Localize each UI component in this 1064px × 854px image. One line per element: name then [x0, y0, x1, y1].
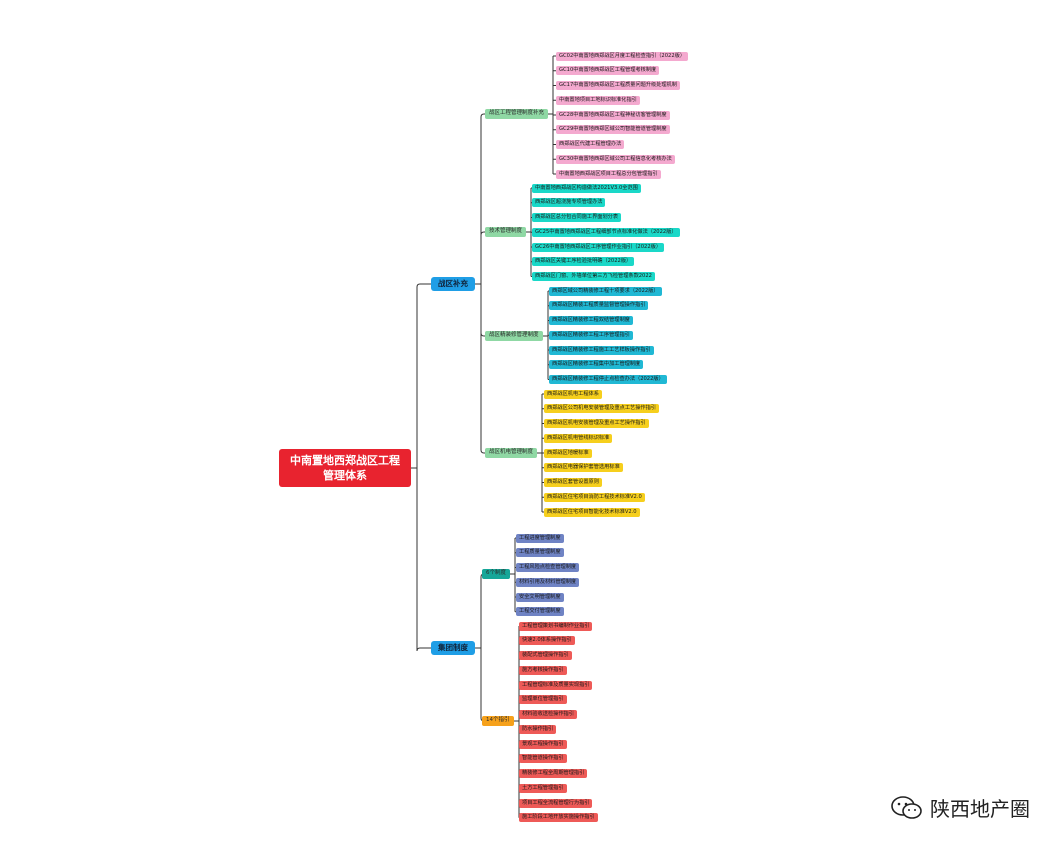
leaf-item[interactable]: 西郑战区精装修工程停止点检查办法（2022版）	[549, 375, 667, 384]
leaf-item[interactable]: 西郑战区门窗、外墙单位第三方飞检管理条款2022	[532, 272, 655, 281]
wechat-icon	[891, 795, 922, 819]
leaf-item[interactable]: 工程管理策划书编制作业指引	[519, 621, 593, 631]
leaf-item[interactable]: 土方工程管理指引	[519, 783, 567, 793]
leaf-item[interactable]: 西郑战区精装修工程集中加工管理制度	[549, 360, 644, 370]
leaf-item[interactable]: 西郑战区地暖标准	[544, 448, 592, 458]
leaf-item[interactable]: 施工阶段工地开放实施操作指引	[519, 813, 598, 823]
leaf-item[interactable]: 西郑战区电器保护套管选用标准	[544, 463, 623, 473]
leaf-item[interactable]: 工程质量管理制度	[516, 548, 564, 558]
leaf-item[interactable]: 西郑战区关键工序检验批明确（2022版）	[532, 257, 635, 267]
leaf-item[interactable]: 工程进度管理制度	[516, 533, 564, 543]
leaf-item[interactable]: 项目工程全流程管理行为指引	[519, 798, 593, 808]
leaf-item[interactable]: GC30中南置地西郑区域公司工程信息化考核办法	[556, 154, 675, 164]
leaf-item[interactable]: 西郑战区代建工程管理办法	[556, 140, 625, 149]
leaf-item[interactable]: 景观工程操作指引	[519, 739, 567, 749]
leaf-item[interactable]: 中南置地西郑战区项目工程总分包管理指引	[556, 169, 661, 179]
leaf-item[interactable]: 西郑战区精装工程质量监督管理操作指引	[549, 301, 649, 311]
group-1-2[interactable]: 技术管理制度	[485, 227, 527, 237]
leaf-item[interactable]: 西郑战区超浇施专项管理办法	[532, 198, 606, 208]
group-1-1[interactable]: 战区工程管理制度补充	[485, 109, 549, 119]
leaf-item[interactable]: 材料验收送检操作指引	[519, 710, 577, 719]
leaf-item[interactable]: 工程管理标准及质量实现指引	[519, 680, 593, 690]
leaf-item[interactable]: GC26中南置地西郑战区工序管理作业指引（2022版）	[532, 242, 665, 252]
leaf-item[interactable]: 中南置地西郑战区构造做法2021V3.0全范围	[532, 183, 641, 193]
leaf-item[interactable]: 监理单位管理指引	[519, 695, 567, 705]
leaf-item[interactable]: GC25中南置地西郑战区工程细部节点标准化做法（2022版）	[532, 227, 680, 237]
leaf-item[interactable]: 西郑战区套管设置原则	[544, 478, 602, 487]
leaf-item[interactable]: 西郑战区机电工程体系	[544, 389, 602, 399]
leaf-item[interactable]: 精装修工程全周期管理指引	[519, 769, 588, 778]
group-1-4[interactable]: 战区机电管理制度	[485, 448, 538, 458]
leaf-item[interactable]: 安全文明管理制度	[516, 592, 564, 602]
group-2-2[interactable]: 14个指引	[482, 716, 514, 726]
leaf-item[interactable]: 西郑区域公司精装修工程十项要求（2022版）	[549, 286, 662, 296]
leaf-item[interactable]: GC17中南置地西郑战区工程质量问题升级处理机制	[556, 81, 680, 90]
leaf-item[interactable]: 智能管道操作指引	[519, 754, 567, 764]
watermark-text: 陕西地产圈	[930, 797, 1030, 821]
branch-2[interactable]: 集团制度	[431, 641, 475, 655]
leaf-item[interactable]: GC28中南置地西郑战区工程神秘访客管理制度	[556, 110, 670, 120]
leaf-item[interactable]: 装配式管理操作指引	[519, 651, 572, 660]
group-2-1[interactable]: 6个制度	[482, 569, 510, 579]
root-title-line1: 中南置地西郑战区工程	[290, 454, 400, 467]
leaf-item[interactable]: 西郑战区精装修工程双结管理制度	[549, 316, 633, 325]
leaf-item[interactable]: 工程交付管理制度	[516, 607, 564, 617]
leaf-item[interactable]: 快速2.0体系操作指引	[519, 636, 575, 646]
watermark: 陕西地产圈	[890, 793, 1030, 822]
leaf-item[interactable]: 西郑战区机电安装管理及重点工艺操作指引	[544, 419, 649, 428]
leaf-item[interactable]: 西郑战区公司机电安装管理及重点工艺操作指引	[544, 404, 659, 414]
leaf-item[interactable]: 材料引用及材料管理制度	[516, 577, 580, 587]
root-title-line2: 管理体系	[323, 468, 367, 482]
leaf-item[interactable]: 西郑战区总分包合同施工界面划分表	[532, 213, 622, 222]
leaf-item[interactable]: GC02中南置地西郑战区月度工程检查指引（2022版）	[556, 51, 689, 61]
leaf-item[interactable]: 工程风险点检查管理制度	[516, 563, 580, 572]
leaf-item[interactable]: 西郑战区住宅项目智能化技术标准V2.0	[544, 507, 640, 517]
leaf-item[interactable]: 西郑战区住宅项目消防工程技术标准V2.0	[544, 492, 645, 502]
leaf-item[interactable]: 西郑战区机电管线标识标准	[544, 433, 613, 443]
leaf-item[interactable]: 施方考核操作指引	[519, 665, 567, 675]
leaf-item[interactable]: 西郑战区精装修工程工序管理指引	[549, 330, 633, 340]
leaf-item[interactable]: GC10中南置地西郑战区工程管理考核制度	[556, 66, 660, 76]
root-node[interactable]: 中南置地西郑战区工程 管理体系	[279, 449, 411, 487]
group-1-3[interactable]: 战区精装修管理制度	[485, 331, 543, 341]
leaf-item[interactable]: 防水操作指引	[519, 724, 557, 734]
leaf-item[interactable]: 中南置地项目工地标识标准化指引	[556, 95, 640, 105]
leaf-item[interactable]: GC29中南置地西郑区域公司智能管道管理制度	[556, 125, 670, 135]
branch-1[interactable]: 战区补充	[431, 277, 475, 291]
leaf-item[interactable]: 西郑战区精装修工程施工工艺样板操作指引	[549, 345, 654, 355]
